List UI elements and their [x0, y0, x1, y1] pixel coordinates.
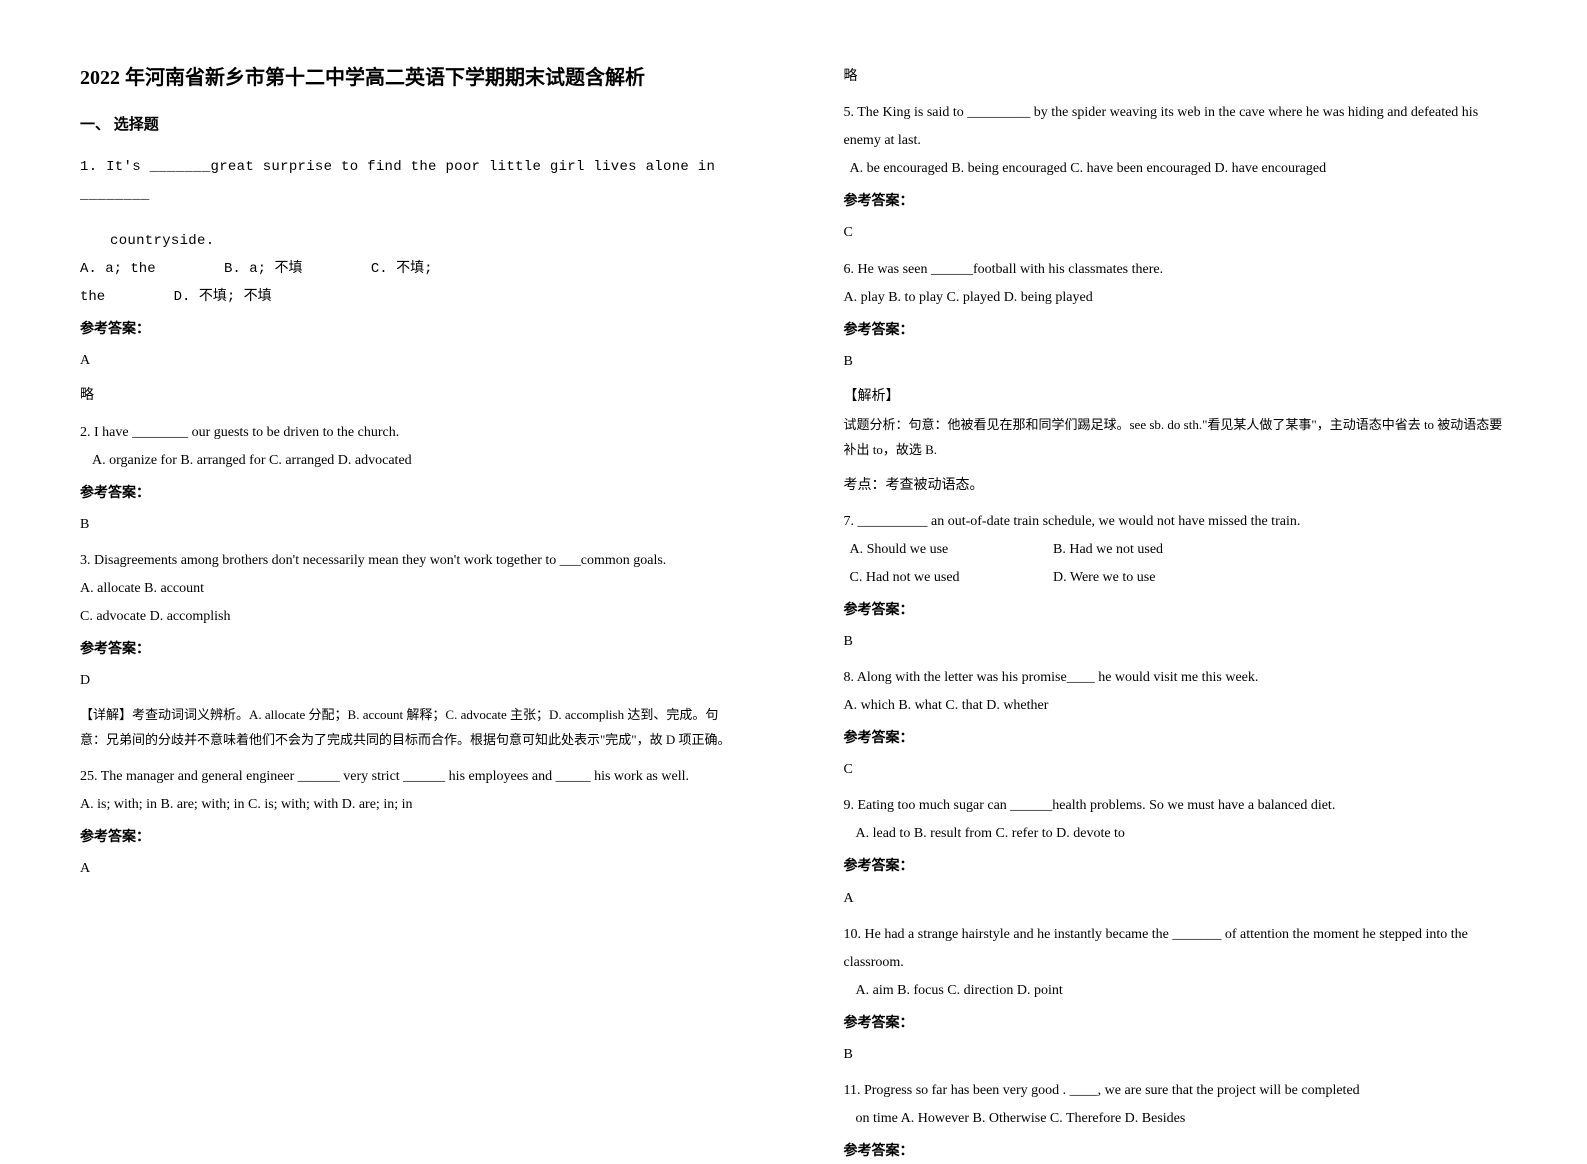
question-25: 25. The manager and general engineer ___… [80, 763, 744, 881]
q1-optB: B. a; 不填 [224, 255, 302, 283]
q25-options: A. is; with; in B. are; with; in C. is; … [80, 791, 744, 819]
q7-optB: B. Had we not used [1053, 542, 1163, 557]
q10-options: A. aim B. focus C. direction D. point [856, 977, 1508, 1005]
question-6: 6. He was seen ______football with his c… [844, 256, 1508, 498]
q10-ans-label: 参考答案： [844, 1011, 1508, 1036]
q7-optC: C. Had not we used [850, 564, 1050, 592]
q7-optD: D. Were we to use [1053, 570, 1155, 585]
right-note-lue: 略 [844, 64, 1508, 89]
left-column: 2022 年河南省新乡市第十二中学高二英语下学期期末试题含解析 一、 选择题 1… [0, 0, 794, 1122]
q9-ans-label: 参考答案： [844, 854, 1508, 879]
question-11: 11. Progress so far has been very good .… [844, 1077, 1508, 1164]
question-7: 7. __________ an out-of-date train sched… [844, 508, 1508, 654]
q5-ans: C [844, 220, 1508, 245]
q11-ans-label: 参考答案： [844, 1139, 1508, 1164]
q5-ans-label: 参考答案： [844, 189, 1508, 214]
q6-kaodian: 考点：考查被动语态。 [844, 473, 1508, 498]
q7-options-line1: A. Should we use B. Had we not used [844, 536, 1508, 564]
question-2: 2. I have ________ our guests to be driv… [80, 419, 744, 537]
q6-options: A. play B. to play C. played D. being pl… [844, 284, 1508, 312]
q1-stem-b: countryside. [110, 227, 744, 255]
q7-ans-label: 参考答案： [844, 598, 1508, 623]
q6-ans-label: 参考答案： [844, 318, 1508, 343]
q3-options2: C. advocate D. accomplish [80, 603, 744, 631]
q3-ans-label: 参考答案： [80, 637, 744, 662]
q9-ans: A [844, 886, 1508, 911]
q8-ans-label: 参考答案： [844, 726, 1508, 751]
q3-ans: D [80, 668, 744, 693]
q2-ans-label: 参考答案： [80, 481, 744, 506]
q25-ans-label: 参考答案： [80, 825, 744, 850]
q7-ans: B [844, 629, 1508, 654]
q7-stem: 7. __________ an out-of-date train sched… [844, 508, 1508, 536]
q9-options: A. lead to B. result from C. refer to D.… [856, 820, 1508, 848]
q1-optD: D. 不填; 不填 [174, 283, 272, 311]
q6-explain: 试题分析：句意：他被看见在那和同学们踢足球。see sb. do sth."看见… [844, 413, 1508, 462]
q1-stem-a: 1. It's _______great surprise to find th… [80, 153, 744, 209]
q3-stem: 3. Disagreements among brothers don't ne… [80, 547, 744, 575]
q5-stem: 5. The King is said to _________ by the … [844, 99, 1508, 155]
q1-optA: A. a; the [80, 255, 156, 283]
q1-options-line1: A. a; the B. a; 不填 C. 不填; [80, 255, 744, 283]
q8-ans: C [844, 757, 1508, 782]
q7-optA: A. Should we use [850, 536, 1050, 564]
q25-stem: 25. The manager and general engineer ___… [80, 763, 744, 791]
question-3: 3. Disagreements among brothers don't ne… [80, 547, 744, 753]
right-column: 略 5. The King is said to _________ by th… [794, 0, 1587, 1122]
q11-options: on time A. However B. Otherwise C. There… [856, 1105, 1508, 1133]
q9-stem: 9. Eating too much sugar can ______healt… [844, 792, 1508, 820]
q6-explain-head: 【解析】 [844, 384, 1508, 409]
q3-options1: A. allocate B. account [80, 575, 744, 603]
q2-options: A. organize for B. arranged for C. arran… [92, 447, 744, 475]
q8-stem: 8. Along with the letter was his promise… [844, 664, 1508, 692]
q6-ans: B [844, 349, 1508, 374]
q10-stem: 10. He had a strange hairstyle and he in… [844, 921, 1508, 977]
q3-explain: 【详解】考查动词词义辨析。A. allocate 分配；B. account 解… [80, 703, 744, 752]
q1-ans: A [80, 348, 744, 373]
question-10: 10. He had a strange hairstyle and he in… [844, 921, 1508, 1067]
q2-ans: B [80, 512, 744, 537]
q5-options: A. be encouraged B. being encouraged C. … [850, 155, 1508, 183]
q1-options-line2: the D. 不填; 不填 [80, 283, 744, 311]
q8-options: A. which B. what C. that D. whether [844, 692, 1508, 720]
q1-note: 略 [80, 383, 744, 408]
q11-stem: 11. Progress so far has been very good .… [844, 1077, 1508, 1105]
q1-optC2: the [80, 283, 105, 311]
q1-optC: C. 不填; [371, 255, 433, 283]
q25-ans: A [80, 856, 744, 881]
question-5: 5. The King is said to _________ by the … [844, 99, 1508, 245]
page-title: 2022 年河南省新乡市第十二中学高二英语下学期期末试题含解析 [80, 60, 744, 96]
q7-options-line2: C. Had not we used D. Were we to use [844, 564, 1508, 592]
q2-stem: 2. I have ________ our guests to be driv… [80, 419, 744, 447]
q1-ans-label: 参考答案： [80, 317, 744, 342]
question-1: 1. It's _______great surprise to find th… [80, 153, 744, 409]
q6-stem: 6. He was seen ______football with his c… [844, 256, 1508, 284]
question-9: 9. Eating too much sugar can ______healt… [844, 792, 1508, 910]
section-head: 一、 选择题 [80, 112, 744, 139]
q10-ans: B [844, 1042, 1508, 1067]
question-8: 8. Along with the letter was his promise… [844, 664, 1508, 782]
